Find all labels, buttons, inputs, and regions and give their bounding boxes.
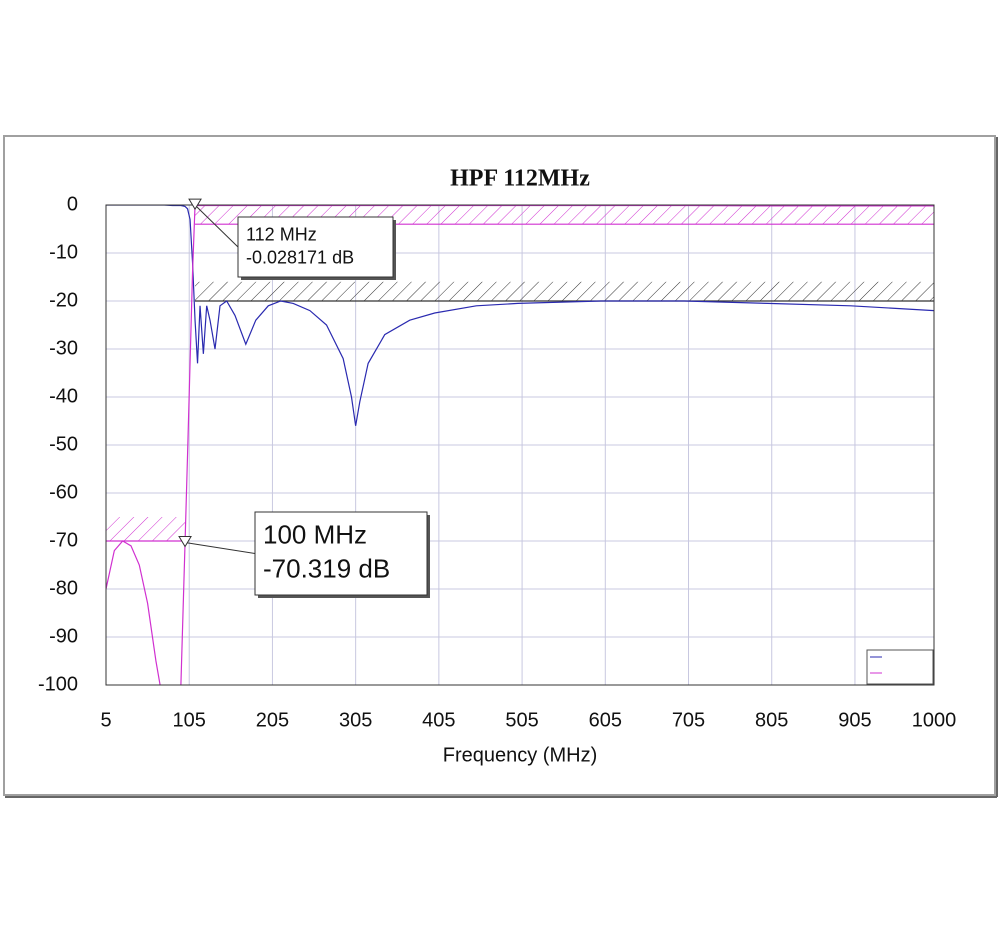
- x-tick-label: 1000: [912, 709, 957, 731]
- y-tick-label: -40: [49, 385, 78, 407]
- legend-box: [866, 649, 934, 685]
- annotation-text: -0.028171 dB: [246, 247, 354, 267]
- annotation-box: [237, 216, 394, 278]
- y-tick-label: 0: [67, 193, 78, 215]
- chart-title: HPF 112MHz: [450, 166, 590, 192]
- callout-line: [194, 204, 239, 248]
- marker: [178, 536, 192, 548]
- marker: [188, 198, 202, 211]
- plot-border: [105, 204, 935, 686]
- series-line: [106, 205, 934, 426]
- annotations: 112 MHz -0.028171 dB 100 MHz -70.319 dB: [178, 198, 430, 598]
- series-line: [106, 540, 161, 685]
- x-tick-label: 605: [589, 709, 622, 731]
- x-tick-label: 905: [838, 709, 871, 731]
- x-tick-label: 805: [755, 709, 788, 731]
- x-tick-label: 505: [505, 709, 538, 731]
- annotation-text: 112 MHz: [246, 224, 317, 244]
- y-tick-label: -60: [49, 481, 78, 503]
- y-tick-label: -80: [49, 577, 78, 599]
- annotation-text: -70.319 dB: [263, 553, 390, 583]
- y-tick-label: -100: [38, 673, 78, 695]
- annotation-box: [254, 511, 428, 596]
- callout-line: [184, 542, 256, 554]
- mask-region: [195, 281, 934, 301]
- y-tick-label: -10: [49, 241, 78, 263]
- x-tick-label: 5: [100, 709, 111, 731]
- y-tick-label: -50: [49, 433, 78, 455]
- x-axis-label: Frequency (MHz): [443, 744, 597, 766]
- annotation-text: 100 MHz: [263, 519, 367, 549]
- x-tick-label: 205: [256, 709, 289, 731]
- chart-frame: [3, 135, 996, 796]
- y-tick-label: -90: [49, 625, 78, 647]
- y-tick-label: -30: [49, 337, 78, 359]
- x-tick-label: 305: [339, 709, 372, 731]
- mask-region: [106, 517, 186, 541]
- y-tick-label: -70: [49, 529, 78, 551]
- x-tick-label: 105: [173, 709, 206, 731]
- y-tick-label: -20: [49, 289, 78, 311]
- x-tick-label: 705: [672, 709, 705, 731]
- x-tick-label: 405: [422, 709, 455, 731]
